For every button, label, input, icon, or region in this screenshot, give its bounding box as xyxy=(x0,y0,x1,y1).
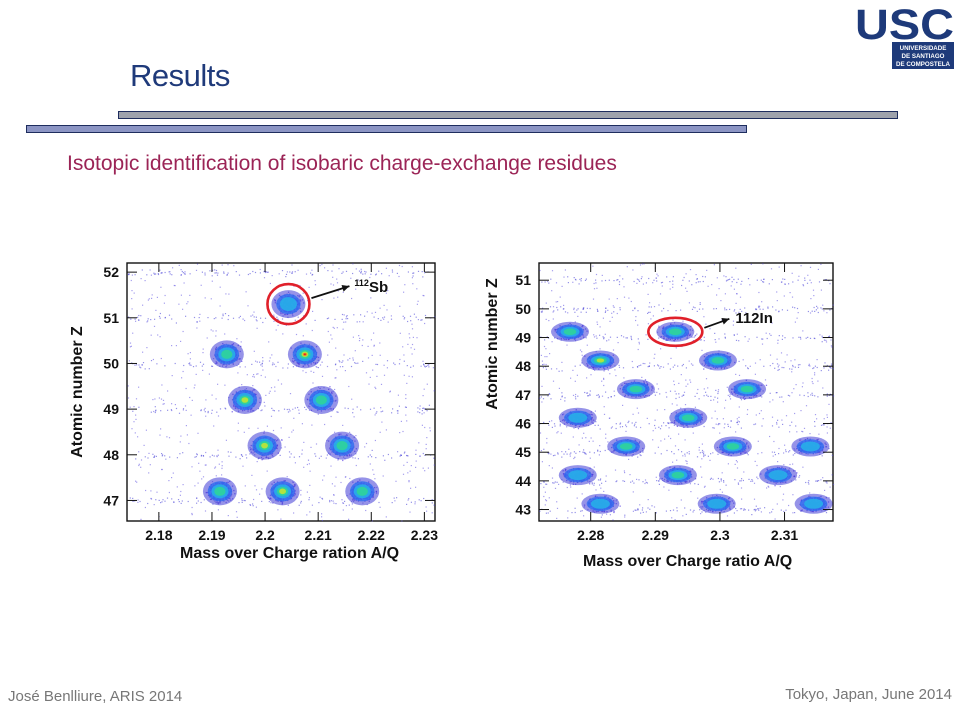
logo-box xyxy=(892,42,954,69)
x-tick-label: 2.31 xyxy=(771,527,798,543)
isotope-annotation: 112In xyxy=(647,310,773,348)
highlight-circle xyxy=(647,316,704,348)
x-tick-label: 2.29 xyxy=(642,527,669,543)
annotation-mass-number: 112 xyxy=(354,278,369,288)
x-tick-label: 2.19 xyxy=(198,527,225,543)
isotope-cluster xyxy=(209,340,244,369)
footer-venue: Tokyo, Japan, June 2014 xyxy=(785,686,952,703)
isotope-cluster xyxy=(247,431,283,461)
slide-title: Results xyxy=(130,58,230,93)
y-tick-label: 46 xyxy=(515,416,531,432)
header-divider-bottom xyxy=(26,125,747,133)
isotope-annotation: 112Sb xyxy=(266,278,388,326)
isotope-cluster xyxy=(581,350,620,371)
logo-wordmark: USC xyxy=(855,2,954,49)
isotope-cluster xyxy=(271,290,309,319)
arrow-head xyxy=(341,284,350,292)
axis-ticks: 2.18 2.19 2.2 2.21 2.22 2.23 47 48 49 50 51 52 xyxy=(103,263,438,543)
isotope-cluster xyxy=(558,407,597,430)
y-tick-label: 45 xyxy=(515,444,531,460)
y-tick-label: 49 xyxy=(103,401,119,417)
y-tick-label: 48 xyxy=(103,447,119,463)
annotation-label: 112Sb xyxy=(354,278,388,296)
x-axis-label: Mass over Charge ration A/Q xyxy=(180,545,399,562)
isotope-cluster xyxy=(697,493,736,514)
isotope-cluster xyxy=(287,340,322,369)
isotope-cluster xyxy=(325,431,360,462)
slide-subtitle: Isotopic identification of isobaric char… xyxy=(67,152,617,175)
isotope-cluster xyxy=(669,407,708,428)
isotope-cluster xyxy=(304,385,339,414)
logo-line-2: DE SANTIAGO xyxy=(902,53,945,60)
y-tick-label: 48 xyxy=(515,358,531,374)
y-axis-label: Atomic number Z xyxy=(484,278,501,410)
x-tick-label: 2.3 xyxy=(710,527,730,543)
chart-sb: 2.18 2.19 2.2 2.21 2.22 2.23 47 48 49 50 51 52 Mass … xyxy=(69,262,438,562)
footer-author: José Benlliure, ARIS 2014 xyxy=(8,688,183,705)
x-axis-label: Mass over Charge ratio A/Q xyxy=(583,553,792,570)
chart-in: 2.28 2.29 2.3 2.31 43 44 45 46 47 48 49 50 51 Mass ov… xyxy=(484,262,835,570)
isotope-cluster xyxy=(345,477,380,506)
highlight-circle xyxy=(266,282,311,326)
annotation-label: 112In xyxy=(735,310,773,327)
isotope-cluster xyxy=(265,477,300,506)
logo-line-1: UNIVERSIDADE xyxy=(900,45,947,52)
y-tick-label: 43 xyxy=(515,502,531,518)
y-tick-label: 47 xyxy=(103,492,119,508)
y-tick-label: 51 xyxy=(103,310,119,326)
annotation-element: Sb xyxy=(369,279,388,296)
x-tick-label: 2.23 xyxy=(411,527,438,543)
isotope-cluster xyxy=(558,465,597,486)
isotope-cluster xyxy=(607,436,646,457)
background-noise xyxy=(127,263,436,522)
isotope-cluster xyxy=(794,493,833,514)
axis-ticks: 2.28 2.29 2.3 2.31 43 44 45 46 47 48 49 50 51 xyxy=(515,263,833,543)
x-tick-label: 2.28 xyxy=(577,527,604,543)
isotope-cluster xyxy=(698,350,737,371)
isotope-cluster xyxy=(658,465,697,486)
isotope-cluster xyxy=(581,493,621,514)
y-tick-label: 50 xyxy=(103,355,119,371)
y-tick-label: 51 xyxy=(515,272,531,288)
isotope-cluster xyxy=(227,385,262,414)
x-tick-label: 2.22 xyxy=(358,527,385,543)
y-tick-label: 52 xyxy=(103,264,119,280)
usc-logo: USC UNIVERSIDADE DE SANTIAGO DE COMPOSTE… xyxy=(855,1,955,70)
header-divider-top xyxy=(118,111,898,119)
x-tick-label: 2.21 xyxy=(305,527,332,543)
y-tick-label: 50 xyxy=(515,301,531,317)
x-tick-label: 2.18 xyxy=(145,527,172,543)
y-tick-label: 49 xyxy=(515,330,531,346)
isotope-cluster xyxy=(202,477,237,506)
y-tick-label: 44 xyxy=(515,473,531,489)
isotope-cluster xyxy=(759,465,798,487)
arrow-head xyxy=(721,317,730,325)
y-axis-label: Atomic number Z xyxy=(69,326,86,458)
isotope-cluster xyxy=(713,436,752,457)
isotope-cluster xyxy=(728,379,768,400)
x-tick-label: 2.2 xyxy=(255,527,275,543)
isotope-cluster xyxy=(551,321,590,342)
isotope-cluster xyxy=(616,379,655,400)
usc-logo-graphic: USC UNIVERSIDADE DE SANTIAGO DE COMPOSTE… xyxy=(855,1,954,69)
logo-line-3: DE COMPOSTELA xyxy=(896,61,951,68)
isotope-cluster xyxy=(656,321,695,342)
y-tick-label: 47 xyxy=(515,387,531,403)
isotope-cluster xyxy=(791,436,830,457)
